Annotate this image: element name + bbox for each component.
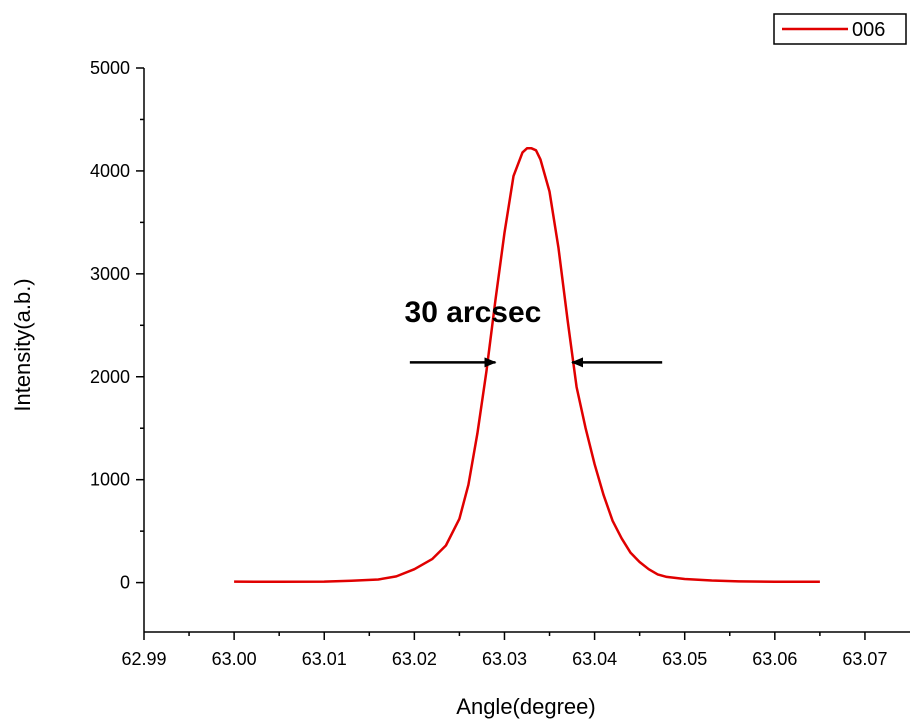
- legend: 006: [773, 13, 907, 45]
- series: [234, 147, 820, 584]
- y-tick-label: 2000: [90, 367, 130, 387]
- y-tick-label: 5000: [90, 58, 130, 78]
- y-ticks: 0 1000 2000 3000 4000 5000: [90, 58, 144, 593]
- y-tick-label: 3000: [90, 264, 130, 284]
- annotation: 30 arcsec: [405, 296, 663, 368]
- x-tick-label: 63.06: [752, 649, 797, 669]
- x-tick-label: 63.02: [392, 649, 437, 669]
- x-ticks: 62.99 63.00 63.01 63.02 63.03 63.04 63.05 63.06…: [121, 632, 887, 669]
- x-tick-label: 63.04: [572, 649, 617, 669]
- x-tick-label: 63.01: [302, 649, 347, 669]
- x-tick-label: 63.00: [212, 649, 257, 669]
- series-line: [234, 147, 820, 584]
- annotation-text: 30 arcsec: [405, 296, 542, 329]
- x-tick-label: 63.03: [482, 649, 527, 669]
- legend-label: 006: [852, 19, 885, 41]
- x-tick-label: 63.07: [842, 649, 887, 669]
- x-tick-label: 63.05: [662, 649, 707, 669]
- axes: [143, 68, 910, 633]
- y-tick-label: 0: [120, 573, 130, 593]
- y-axis-label: Intensity(a.b.): [10, 278, 35, 411]
- x-tick-label: 62.99: [121, 649, 166, 669]
- x-axis-label: Angle(degree): [456, 694, 595, 719]
- y-tick-label: 4000: [90, 161, 130, 181]
- y-tick-label: 1000: [90, 470, 130, 490]
